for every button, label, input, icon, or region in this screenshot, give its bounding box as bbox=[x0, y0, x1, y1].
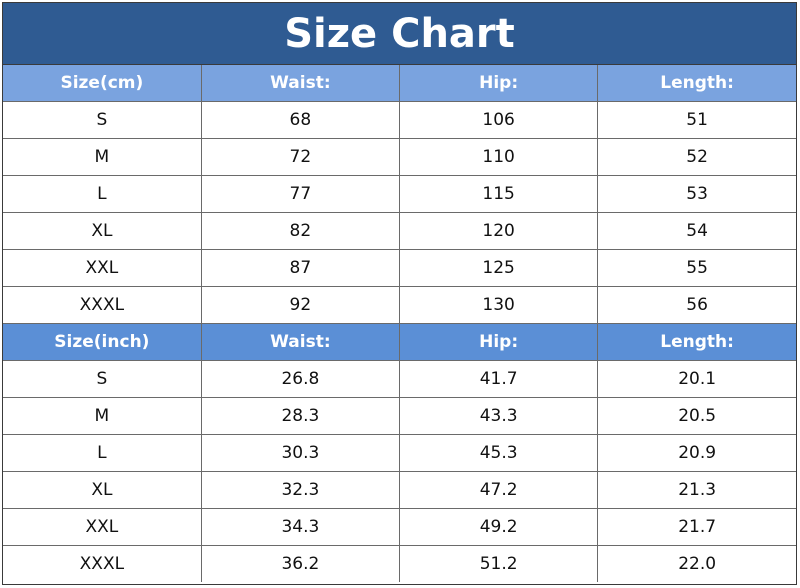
hip-cell: 47.2 bbox=[398, 471, 599, 509]
table-row: XXXL 92 130 56 bbox=[3, 286, 796, 324]
size-table-inch: Size(inch) Waist: Hip: Length: S 26.8 41… bbox=[3, 324, 796, 582]
table-row: L 30.3 45.3 20.9 bbox=[3, 434, 796, 472]
waist-cell: 92 bbox=[200, 286, 401, 324]
size-cell: L bbox=[3, 434, 202, 472]
waist-cell: 68 bbox=[200, 101, 401, 139]
inch-header-length: Length: bbox=[597, 324, 796, 361]
hip-cell: 110 bbox=[398, 138, 599, 176]
size-table-cm: Size(cm) Waist: Hip: Length: S 68 106 51… bbox=[3, 65, 796, 324]
inch-header-hip: Hip: bbox=[398, 324, 599, 361]
hip-cell: 41.7 bbox=[398, 360, 599, 398]
size-cell: XL bbox=[3, 471, 202, 509]
size-cell: S bbox=[3, 101, 202, 139]
hip-cell: 49.2 bbox=[398, 508, 599, 546]
waist-cell: 87 bbox=[200, 249, 401, 287]
table-row: M 28.3 43.3 20.5 bbox=[3, 397, 796, 435]
size-cell: XXXL bbox=[3, 286, 202, 324]
length-cell: 21.7 bbox=[597, 508, 796, 546]
length-cell: 20.1 bbox=[597, 360, 796, 398]
waist-cell: 28.3 bbox=[200, 397, 401, 435]
table-row: XL 82 120 54 bbox=[3, 212, 796, 250]
waist-cell: 30.3 bbox=[200, 434, 401, 472]
table-row: XXL 34.3 49.2 21.7 bbox=[3, 508, 796, 546]
length-cell: 52 bbox=[597, 138, 796, 176]
length-cell: 53 bbox=[597, 175, 796, 213]
length-cell: 51 bbox=[597, 101, 796, 139]
hip-cell: 51.2 bbox=[398, 545, 599, 582]
cm-header-waist: Waist: bbox=[200, 65, 401, 102]
waist-cell: 36.2 bbox=[200, 545, 401, 582]
hip-cell: 115 bbox=[398, 175, 599, 213]
waist-cell: 82 bbox=[200, 212, 401, 250]
cm-header-size: Size(cm) bbox=[3, 65, 202, 102]
cm-header-length: Length: bbox=[597, 65, 796, 102]
size-cell: XXL bbox=[3, 508, 202, 546]
table-row: XXL 87 125 55 bbox=[3, 249, 796, 287]
size-cell: XXL bbox=[3, 249, 202, 287]
length-cell: 56 bbox=[597, 286, 796, 324]
size-cell: M bbox=[3, 138, 202, 176]
inch-header-row: Size(inch) Waist: Hip: Length: bbox=[3, 324, 796, 361]
waist-cell: 77 bbox=[200, 175, 401, 213]
size-cell: M bbox=[3, 397, 202, 435]
hip-cell: 125 bbox=[398, 249, 599, 287]
size-cell: S bbox=[3, 360, 202, 398]
waist-cell: 26.8 bbox=[200, 360, 401, 398]
hip-cell: 106 bbox=[398, 101, 599, 139]
hip-cell: 45.3 bbox=[398, 434, 599, 472]
waist-cell: 72 bbox=[200, 138, 401, 176]
table-row: S 68 106 51 bbox=[3, 101, 796, 139]
table-row: L 77 115 53 bbox=[3, 175, 796, 213]
waist-cell: 34.3 bbox=[200, 508, 401, 546]
hip-cell: 43.3 bbox=[398, 397, 599, 435]
hip-cell: 130 bbox=[398, 286, 599, 324]
inch-header-size: Size(inch) bbox=[3, 324, 202, 361]
table-row: XXXL 36.2 51.2 22.0 bbox=[3, 545, 796, 582]
length-cell: 20.9 bbox=[597, 434, 796, 472]
waist-cell: 32.3 bbox=[200, 471, 401, 509]
table-row: S 26.8 41.7 20.1 bbox=[3, 360, 796, 398]
length-cell: 54 bbox=[597, 212, 796, 250]
size-cell: XXXL bbox=[3, 545, 202, 582]
length-cell: 22.0 bbox=[597, 545, 796, 582]
chart-title: Size Chart bbox=[3, 3, 796, 65]
inch-header-waist: Waist: bbox=[200, 324, 401, 361]
cm-header-row: Size(cm) Waist: Hip: Length: bbox=[3, 65, 796, 102]
table-row: M 72 110 52 bbox=[3, 138, 796, 176]
length-cell: 20.5 bbox=[597, 397, 796, 435]
length-cell: 21.3 bbox=[597, 471, 796, 509]
size-cell: XL bbox=[3, 212, 202, 250]
length-cell: 55 bbox=[597, 249, 796, 287]
cm-header-hip: Hip: bbox=[398, 65, 599, 102]
table-row: XL 32.3 47.2 21.3 bbox=[3, 471, 796, 509]
size-cell: L bbox=[3, 175, 202, 213]
hip-cell: 120 bbox=[398, 212, 599, 250]
